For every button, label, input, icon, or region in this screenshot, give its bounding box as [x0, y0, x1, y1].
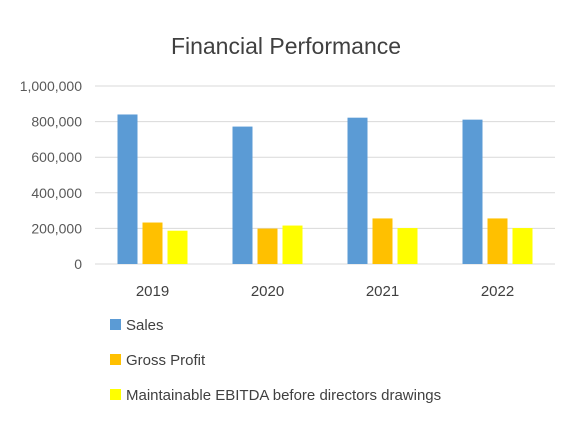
legend: Sales Gross Profit Maintainable EBITDA bef… [110, 317, 441, 404]
y-tick-label: 1,000,000 [20, 78, 82, 94]
bars [117, 114, 533, 265]
chart-title: Financial Performance [171, 33, 401, 59]
y-axis-ticks: 0 200,000 400,000 600,000 800,000 1,000,000 [20, 78, 83, 272]
bar-maintainable-2019 [167, 230, 188, 264]
bar-sales-2019 [117, 114, 138, 264]
bar-gross-2019 [142, 222, 163, 264]
bar-sales-2022 [462, 119, 483, 264]
bar-gross-2022 [487, 218, 508, 264]
x-axis-ticks: 2019 2020 2021 2022 [136, 283, 514, 300]
bar-maintainable-2020 [282, 225, 303, 264]
bar-sales-2020 [232, 126, 253, 264]
legend-label: Sales [126, 317, 164, 334]
bar-gross-2021 [372, 218, 393, 264]
bar-maintainable-2022 [512, 228, 533, 264]
legend-swatch [110, 354, 121, 365]
y-tick-label: 200,000 [31, 220, 82, 236]
bar-gross-2020 [257, 228, 278, 264]
y-tick-label: 600,000 [31, 149, 82, 165]
bar-sales-2021 [347, 117, 368, 265]
legend-label: Maintainable EBITDA before directors dra… [126, 387, 441, 404]
x-tick-label: 2022 [481, 283, 514, 300]
x-tick-label: 2021 [366, 283, 399, 300]
gridlines [95, 85, 555, 265]
y-tick-label: 0 [74, 256, 82, 272]
bar-maintainable-2021 [397, 228, 418, 264]
y-tick-label: 800,000 [31, 114, 82, 130]
x-tick-label: 2020 [251, 283, 284, 300]
x-tick-label: 2019 [136, 283, 169, 300]
legend-swatch [110, 319, 121, 330]
legend-label: Gross Profit [126, 352, 206, 369]
y-tick-label: 400,000 [31, 185, 82, 201]
legend-swatch [110, 389, 121, 400]
